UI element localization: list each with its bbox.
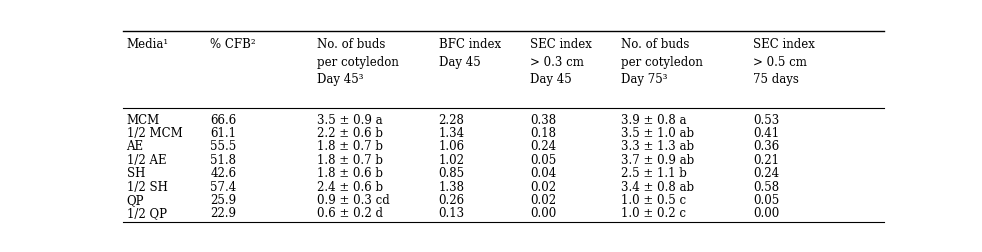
Text: No. of buds
per cotyledon
Day 75³: No. of buds per cotyledon Day 75³ [622,38,703,86]
Text: 0.00: 0.00 [530,207,556,220]
Text: 1.34: 1.34 [439,127,464,140]
Text: QP: QP [127,194,144,207]
Text: 0.00: 0.00 [753,207,779,220]
Text: 0.13: 0.13 [439,207,464,220]
Text: 0.9 ± 0.3 cd: 0.9 ± 0.3 cd [317,194,390,207]
Text: 0.85: 0.85 [439,167,464,180]
Text: 1/2 SH: 1/2 SH [127,181,167,194]
Text: 3.5 ± 1.0 ab: 3.5 ± 1.0 ab [622,127,694,140]
Text: 0.04: 0.04 [530,167,556,180]
Text: 3.7 ± 0.9 ab: 3.7 ± 0.9 ab [622,154,694,167]
Text: 42.6: 42.6 [210,167,237,180]
Text: No. of buds
per cotyledon
Day 45³: No. of buds per cotyledon Day 45³ [317,38,399,86]
Text: 0.02: 0.02 [530,181,556,194]
Text: 0.05: 0.05 [530,154,556,167]
Text: 2.2 ± 0.6 b: 2.2 ± 0.6 b [317,127,383,140]
Text: 2.5 ± 1.1 b: 2.5 ± 1.1 b [622,167,687,180]
Text: 0.18: 0.18 [530,127,556,140]
Text: 25.9: 25.9 [210,194,237,207]
Text: 0.53: 0.53 [753,114,779,127]
Text: 2.4 ± 0.6 b: 2.4 ± 0.6 b [317,181,383,194]
Text: 3.9 ± 0.8 a: 3.9 ± 0.8 a [622,114,686,127]
Text: 0.36: 0.36 [753,140,779,153]
Text: SEC index
> 0.3 cm
Day 45: SEC index > 0.3 cm Day 45 [530,38,592,86]
Text: 1/2 QP: 1/2 QP [127,207,167,220]
Text: % CFB²: % CFB² [210,38,256,51]
Text: 57.4: 57.4 [210,181,237,194]
Text: 1.0 ± 0.2 c: 1.0 ± 0.2 c [622,207,686,220]
Text: 0.41: 0.41 [753,127,779,140]
Text: 1/2 MCM: 1/2 MCM [127,127,183,140]
Text: 1.38: 1.38 [439,181,464,194]
Text: 61.1: 61.1 [210,127,237,140]
Text: BFC index
Day 45: BFC index Day 45 [439,38,501,69]
Text: 0.05: 0.05 [753,194,779,207]
Text: 2.28: 2.28 [439,114,464,127]
Text: MCM: MCM [127,114,160,127]
Text: 1.0 ± 0.5 c: 1.0 ± 0.5 c [622,194,686,207]
Text: 66.6: 66.6 [210,114,237,127]
Text: SEC index
> 0.5 cm
75 days: SEC index > 0.5 cm 75 days [753,38,815,86]
Text: 0.24: 0.24 [530,140,556,153]
Text: 0.38: 0.38 [530,114,556,127]
Text: 1.8 ± 0.7 b: 1.8 ± 0.7 b [317,154,383,167]
Text: 0.6 ± 0.2 d: 0.6 ± 0.2 d [317,207,383,220]
Text: 3.4 ± 0.8 ab: 3.4 ± 0.8 ab [622,181,694,194]
Text: Media¹: Media¹ [127,38,169,51]
Text: 22.9: 22.9 [210,207,237,220]
Text: 1.8 ± 0.6 b: 1.8 ± 0.6 b [317,167,383,180]
Text: AE: AE [127,140,143,153]
Text: 0.02: 0.02 [530,194,556,207]
Text: 1.8 ± 0.7 b: 1.8 ± 0.7 b [317,140,383,153]
Text: 1.06: 1.06 [439,140,464,153]
Text: 51.8: 51.8 [210,154,237,167]
Text: 0.24: 0.24 [753,167,779,180]
Text: 1/2 AE: 1/2 AE [127,154,166,167]
Text: 3.5 ± 0.9 a: 3.5 ± 0.9 a [317,114,382,127]
Text: 1.02: 1.02 [439,154,464,167]
Text: SH: SH [127,167,145,180]
Text: 0.58: 0.58 [753,181,779,194]
Text: 55.5: 55.5 [210,140,237,153]
Text: 3.3 ± 1.3 ab: 3.3 ± 1.3 ab [622,140,694,153]
Text: 0.26: 0.26 [439,194,464,207]
Text: 0.21: 0.21 [753,154,779,167]
